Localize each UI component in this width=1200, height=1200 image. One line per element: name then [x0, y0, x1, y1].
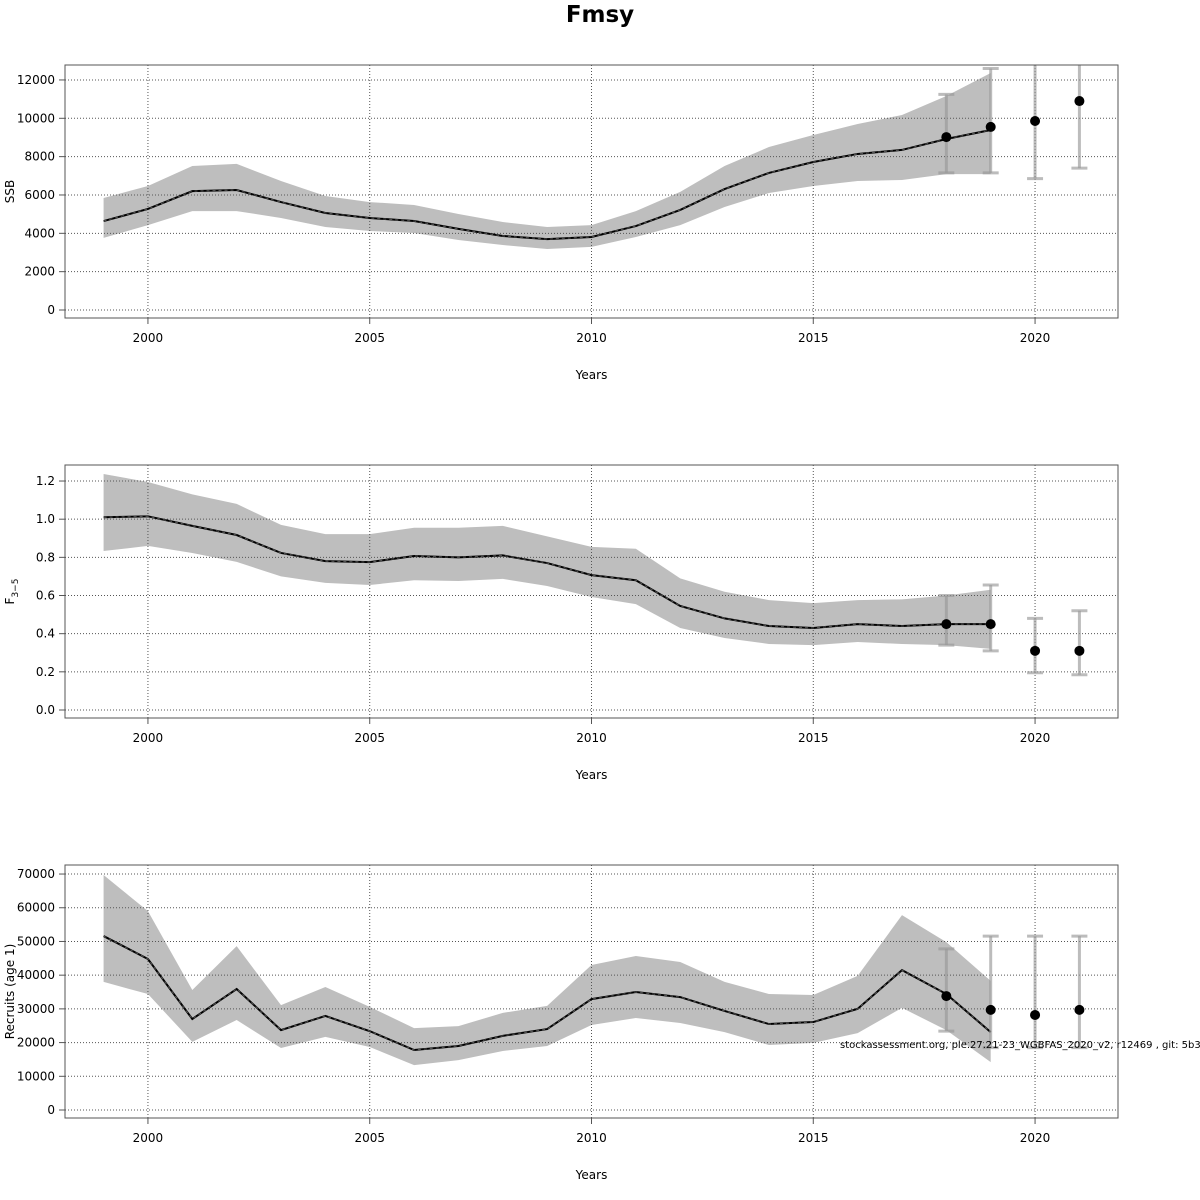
estimate-line-dash	[103, 129, 991, 240]
forecast-point	[1074, 96, 1085, 107]
y-axis-label: Recruits (age 1)	[3, 944, 17, 1040]
y-tick-label: 20000	[17, 1036, 55, 1050]
x-tick-label: 2015	[798, 1131, 829, 1145]
y-tick-label: 10000	[17, 111, 55, 125]
y-tick-label: 0.4	[36, 627, 55, 641]
plot-area	[65, 65, 1118, 318]
y-tick-label: 8000	[24, 150, 55, 164]
plot-area	[65, 865, 1118, 1118]
x-axis-label: Years	[575, 768, 608, 782]
y-tick-label: 70000	[17, 867, 55, 881]
y-axis-label-subscript: 3−5	[11, 579, 21, 598]
x-tick-label: 2010	[576, 731, 607, 745]
y-tick-label: 40000	[17, 968, 55, 982]
confidence-band	[103, 875, 991, 1066]
x-axis-label: Years	[575, 368, 608, 382]
y-tick-label: 0.8	[36, 550, 55, 564]
y-tick-label: 0	[47, 1103, 55, 1117]
y-tick-label: 0	[47, 303, 55, 317]
forecast-point	[941, 991, 952, 1002]
x-tick-label: 2000	[133, 331, 164, 345]
x-axis-label: Years	[575, 1168, 608, 1182]
x-tick-label: 2020	[1020, 1131, 1051, 1145]
y-tick-label: 60000	[17, 901, 55, 915]
x-tick-label: 2000	[133, 731, 164, 745]
forecast-point	[941, 132, 952, 143]
plot-area	[65, 465, 1118, 718]
x-tick-label: 2005	[354, 731, 385, 745]
y-tick-label: 4000	[24, 226, 55, 240]
y-tick-label: 6000	[24, 188, 55, 202]
forecast-point	[941, 619, 952, 630]
estimate-line-dash	[103, 935, 992, 1051]
x-tick-label: 2015	[798, 331, 829, 345]
y-tick-label: 0.0	[36, 703, 55, 717]
y-axis-label: SSB	[3, 180, 17, 203]
x-tick-label: 2005	[354, 1131, 385, 1145]
panel-2: 2000 2005 2010 2015 2020 0.0 0.2 0.4 0.6 0.8 1.0 1.…	[3, 464, 1119, 782]
y-axis-label: F3−5	[3, 579, 21, 605]
forecast-point	[1030, 1009, 1041, 1020]
panel-3: 2000 2005 2010 2015 2020 0 10000 20000 30000 4000…	[3, 864, 1119, 1182]
page-title: Fmsy	[565, 2, 635, 28]
forecast-point	[985, 121, 996, 132]
x-tick-label: 2015	[798, 731, 829, 745]
y-tick-label: 50000	[17, 934, 55, 948]
x-tick-label: 2020	[1020, 331, 1051, 345]
y-tick-label: 2000	[24, 265, 55, 279]
confidence-band	[103, 473, 991, 649]
x-tick-label: 2000	[133, 1131, 164, 1145]
y-tick-label: 0.2	[36, 665, 55, 679]
confidence-band	[103, 73, 991, 250]
x-tick-label: 2020	[1020, 731, 1051, 745]
y-tick-label: 30000	[17, 1002, 55, 1016]
forecast-point	[1074, 1004, 1085, 1015]
x-tick-label: 2005	[354, 331, 385, 345]
y-tick-label: 12000	[17, 73, 55, 87]
estimate-line-dash	[103, 515, 991, 629]
y-tick-label: 10000	[17, 1069, 55, 1083]
forecast-point	[985, 619, 996, 630]
forecast-point	[1030, 115, 1041, 126]
forecast-point	[1074, 645, 1085, 656]
x-tick-label: 2010	[576, 331, 607, 345]
forecast-point	[985, 1004, 996, 1015]
y-tick-label: 0.6	[36, 589, 55, 603]
y-tick-label: 1.2	[36, 474, 55, 488]
panel-1: 2000 2005 2010 2015 2020 0 2000 4000 6000 8000 100…	[3, 64, 1119, 382]
x-tick-label: 2010	[576, 1131, 607, 1145]
forecast-point	[1030, 645, 1041, 656]
y-tick-label: 1.0	[36, 512, 55, 526]
footnote: stockassessment.org, ple.27.21-23_WGBFAS…	[840, 1040, 1200, 1051]
